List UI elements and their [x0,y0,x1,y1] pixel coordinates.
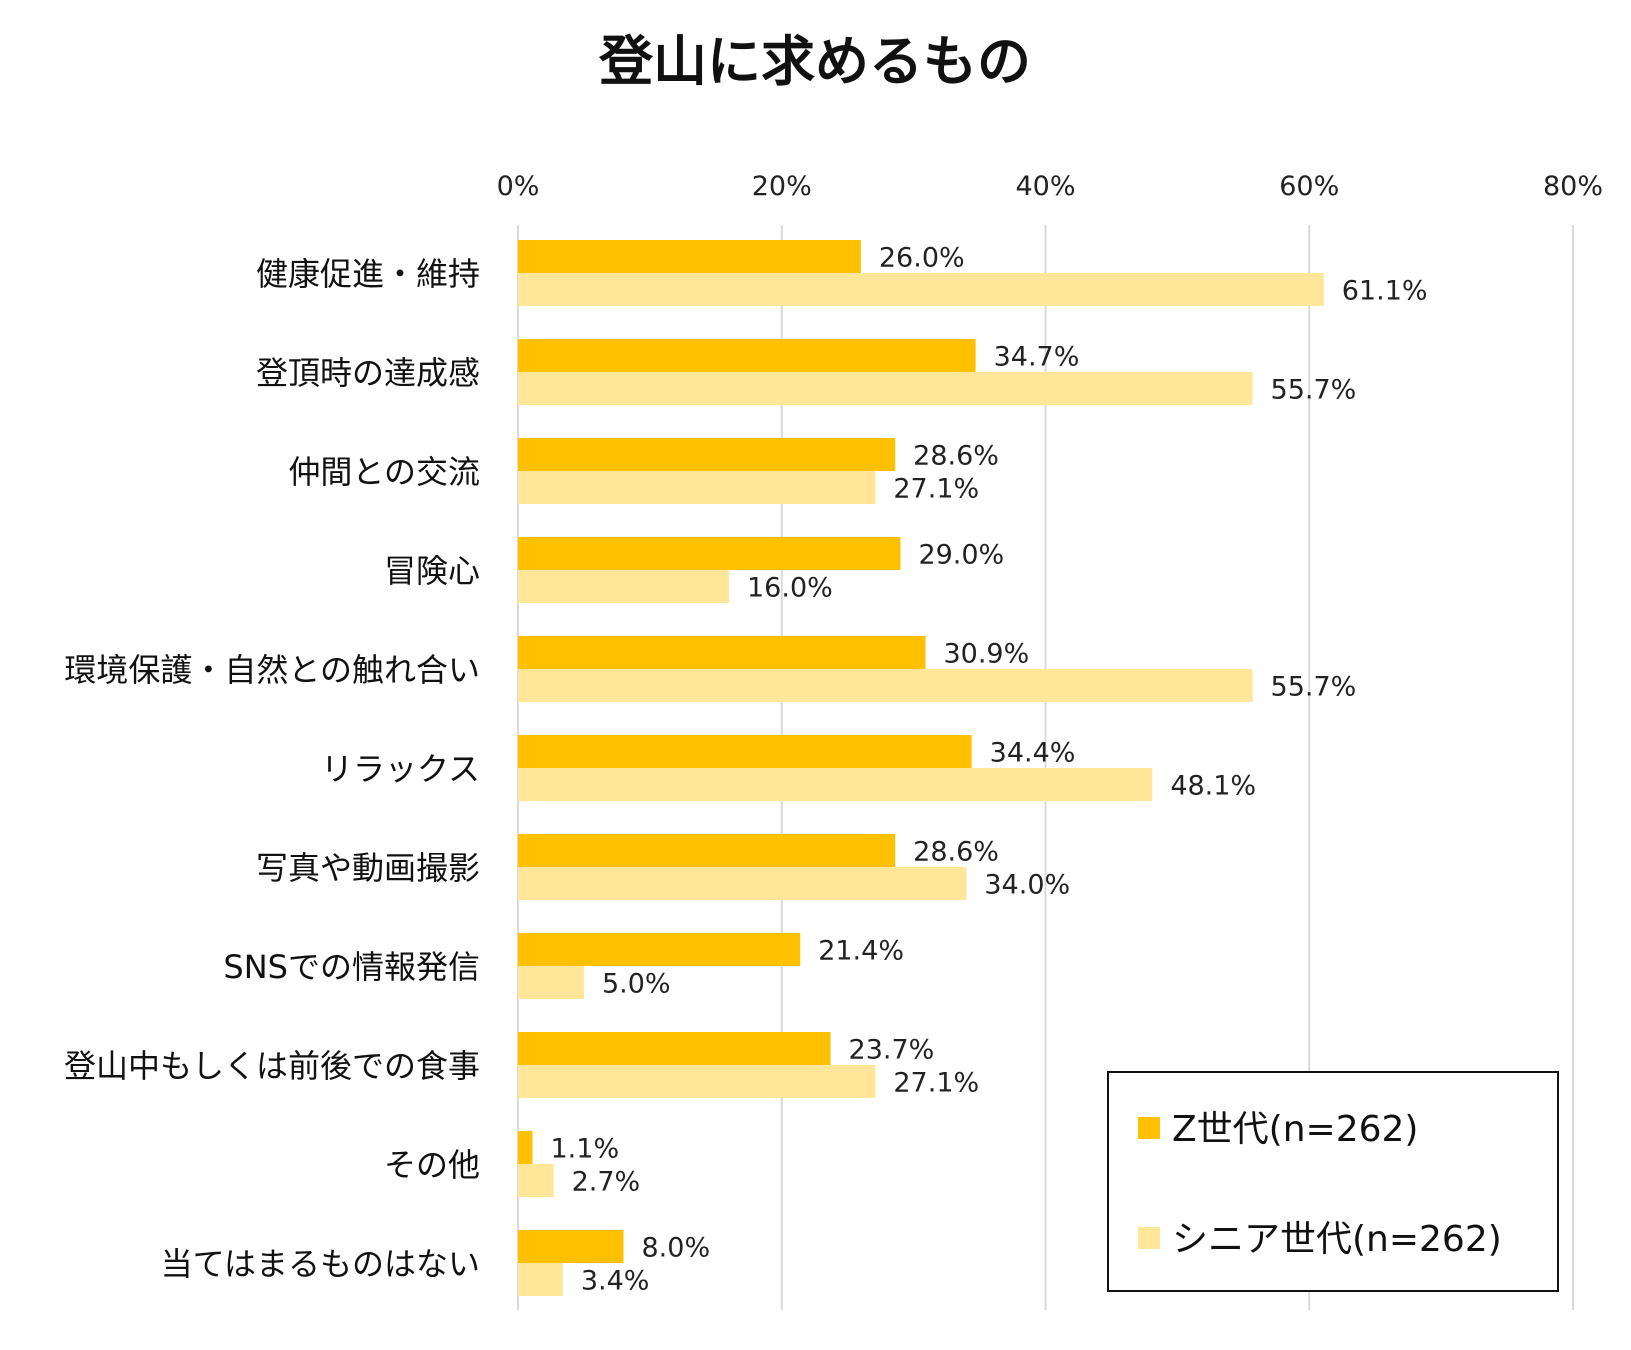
bar-series1-cat3 [518,570,729,603]
data-label-series0-cat4: 30.9% [943,639,1029,670]
bar-series1-cat8 [518,1065,876,1098]
data-label-series0-cat9: 1.1% [551,1134,620,1165]
data-label-series0-cat10: 8.0% [642,1233,711,1264]
category-label-3: 冒険心 [384,552,480,590]
data-label-series1-cat2: 27.1% [893,474,979,505]
bar-series0-cat6 [518,834,896,867]
data-label-series1-cat0: 61.1% [1342,276,1428,307]
category-label-1: 登頂時の達成感 [256,354,480,392]
category-label-0: 健康促進・維持 [256,255,480,293]
data-label-series0-cat5: 34.4% [990,738,1076,769]
bar-series0-cat1 [518,339,976,372]
x-tick-label-60: 60% [1279,171,1339,202]
legend-swatch-0 [1138,1117,1160,1139]
data-label-series1-cat8: 27.1% [893,1068,979,1099]
legend-box [1107,1071,1559,1292]
data-label-series1-cat4: 55.7% [1271,672,1357,703]
data-label-series1-cat7: 5.0% [602,969,671,1000]
bar-series1-cat0 [518,273,1324,306]
category-label-8: 登山中もしくは前後での食事 [64,1047,480,1085]
x-axis-ticks: 0% 20% 40% 60% 80% [497,171,1603,202]
data-label-series1-cat5: 48.1% [1170,771,1256,802]
bar-series0-cat10 [518,1230,624,1263]
data-label-series0-cat7: 21.4% [818,936,904,967]
chart-title: 登山に求めるもの [598,30,1031,93]
bar-series1-cat6 [518,867,967,900]
data-label-series0-cat3: 29.0% [918,540,1004,571]
legend: Z世代(n=262) シニア世代(n=262) [1107,1071,1559,1292]
bar-series1-cat4 [518,669,1253,702]
category-labels: 健康促進・維持登頂時の達成感仲間との交流冒険心環境保護・自然との触れ合いリラック… [64,255,480,1283]
data-label-series1-cat1: 55.7% [1271,375,1357,406]
category-label-5: リラックス [321,750,480,788]
bars [518,240,1324,1296]
category-label-6: 写真や動画撮影 [256,849,480,887]
data-label-series0-cat2: 28.6% [913,441,999,472]
category-label-9: その他 [384,1146,480,1184]
x-tick-label-40: 40% [1015,171,1075,202]
bar-series0-cat3 [518,537,901,570]
x-tick-label-0: 0% [497,171,540,202]
bar-series0-cat5 [518,735,972,768]
bar-series0-cat9 [518,1131,533,1164]
data-label-series0-cat8: 23.7% [849,1035,935,1066]
bar-series1-cat1 [518,372,1253,405]
legend-label-1: シニア世代(n=262) [1172,1219,1502,1260]
legend-label-0: Z世代(n=262) [1172,1109,1418,1150]
data-label-series1-cat9: 2.7% [572,1167,641,1198]
data-label-series1-cat6: 34.0% [984,870,1070,901]
data-label-series1-cat10: 3.4% [581,1266,650,1297]
bar-series1-cat10 [518,1263,563,1296]
data-label-series0-cat6: 28.6% [913,837,999,868]
category-label-7: SNSでの情報発信 [223,948,480,986]
category-label-4: 環境保護・自然との触れ合い [64,651,480,689]
bar-series0-cat0 [518,240,861,273]
bar-series0-cat8 [518,1032,831,1065]
data-label-series1-cat3: 16.0% [747,573,833,604]
data-label-series0-cat0: 26.0% [879,243,965,274]
x-tick-label-80: 80% [1543,171,1603,202]
data-labels: 26.0%61.1%34.7%55.7%28.6%27.1%29.0%16.0%… [551,243,1428,1297]
data-label-series0-cat1: 34.7% [994,342,1080,373]
bar-series0-cat4 [518,636,926,669]
bar-series1-cat7 [518,966,584,999]
legend-swatch-1 [1138,1227,1160,1249]
bar-series1-cat2 [518,471,876,504]
x-tick-label-20: 20% [752,171,812,202]
bar-series0-cat7 [518,933,801,966]
category-label-10: 当てはまるものはない [161,1245,480,1283]
category-label-2: 仲間との交流 [288,453,480,491]
bar-series1-cat5 [518,768,1153,801]
bar-series0-cat2 [518,438,896,471]
bar-series1-cat9 [518,1164,554,1197]
